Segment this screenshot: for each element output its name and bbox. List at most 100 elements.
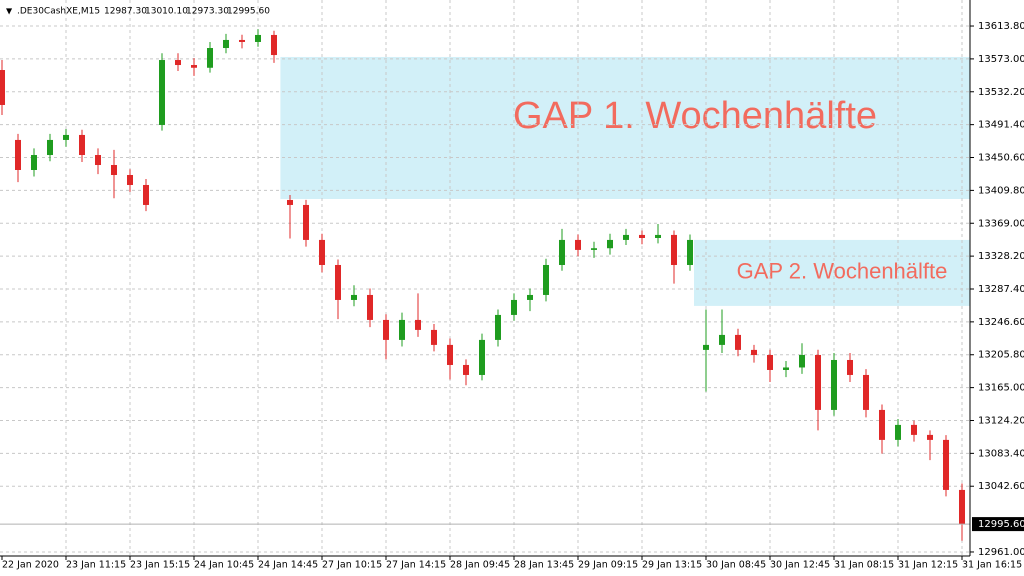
gap-label: GAP 1. Wochenhälfte	[513, 95, 877, 137]
candle-body	[767, 354, 773, 370]
x-tick-label: 22 Jan 2020	[2, 560, 59, 571]
candle-body	[783, 367, 789, 370]
candle-body	[383, 319, 389, 340]
candle-body	[335, 264, 341, 300]
x-tick-label: 31 Jan 16:15	[962, 560, 1022, 571]
last-price-label: 12995.60	[978, 519, 1024, 530]
candle-body	[927, 434, 933, 440]
collapse-icon[interactable]: ▼	[6, 7, 13, 16]
candle-body	[655, 234, 661, 238]
x-tick-label: 30 Jan 12:45	[770, 560, 830, 571]
candle-body	[159, 60, 165, 125]
x-tick-label: 24 Jan 14:45	[258, 560, 318, 571]
candle-body	[127, 174, 133, 185]
candle-body	[751, 349, 757, 355]
candle-body	[511, 299, 517, 315]
candle-body	[495, 314, 501, 340]
candle-body	[287, 199, 293, 205]
candle-body	[639, 234, 645, 238]
y-tick-label: 13409.80	[978, 185, 1024, 196]
header-close: 12995.60	[227, 7, 270, 17]
candle-body	[319, 239, 325, 265]
gap-zone	[280, 56, 970, 200]
y-tick-label: 13205.80	[978, 350, 1024, 361]
y-tick-label: 13369.00	[978, 218, 1024, 229]
y-tick-label: 12961.00	[978, 547, 1024, 558]
candle-body	[607, 239, 613, 249]
y-tick-label: 13246.60	[978, 317, 1024, 328]
x-tick-label: 28 Jan 09:45	[450, 560, 510, 571]
x-tick-label: 31 Jan 12:15	[898, 560, 958, 571]
y-tick-label: 13124.20	[978, 415, 1024, 426]
header-low: 12973.30	[186, 7, 229, 17]
header-high: 13010.10	[145, 7, 188, 17]
candle-body	[895, 424, 901, 440]
candle-body	[175, 60, 181, 66]
x-tick-label: 29 Jan 09:15	[578, 560, 638, 571]
candle-body	[351, 294, 357, 300]
candle-body	[223, 39, 229, 49]
x-tick-label: 27 Jan 10:15	[322, 560, 382, 571]
candle-body	[447, 344, 453, 365]
candle-body	[687, 239, 693, 265]
x-tick-label: 31 Jan 08:15	[834, 560, 894, 571]
candle-body	[271, 34, 277, 56]
y-tick-label: 13491.40	[978, 120, 1024, 131]
x-tick-label: 23 Jan 15:15	[130, 560, 190, 571]
candle-body	[79, 134, 85, 156]
candle-body	[879, 409, 885, 440]
candle-body	[207, 48, 213, 68]
candle-body	[191, 65, 197, 68]
x-tick-label: 27 Jan 14:15	[386, 560, 446, 571]
gap-label: GAP 2. Wochenhälfte	[737, 259, 948, 284]
candle-body	[527, 294, 533, 300]
candle-body	[463, 364, 469, 375]
candle-body	[239, 39, 245, 42]
y-tick-label: 13613.80	[978, 21, 1024, 32]
y-tick-label: 13165.00	[978, 383, 1024, 394]
candle-body	[0, 70, 5, 105]
y-tick-label: 13450.60	[978, 153, 1024, 164]
y-tick-label: 13287.40	[978, 284, 1024, 295]
candle-body	[735, 334, 741, 350]
gap-zone	[694, 239, 970, 306]
candle-body	[15, 139, 21, 170]
candle-body	[575, 239, 581, 250]
y-tick-label: 13573.00	[978, 54, 1024, 65]
y-tick-label: 13328.20	[978, 251, 1024, 262]
candle-body	[479, 339, 485, 375]
candle-body	[863, 374, 869, 410]
candle-body	[959, 489, 965, 525]
candle-body	[303, 204, 309, 240]
candle-body	[911, 424, 917, 435]
candle-body	[831, 359, 837, 410]
candle-body	[111, 165, 117, 175]
candle-body	[559, 239, 565, 265]
x-tick-label: 24 Jan 10:45	[194, 560, 254, 571]
candle-body	[671, 234, 677, 265]
last-price-box	[972, 517, 1024, 532]
candle-body	[623, 234, 629, 240]
y-tick-label: 13083.40	[978, 448, 1024, 459]
candle-body	[543, 264, 549, 295]
candle-body	[399, 319, 405, 340]
candle-body	[63, 134, 69, 140]
x-tick-label: 30 Jan 08:45	[706, 560, 766, 571]
x-tick-label: 23 Jan 11:15	[66, 560, 126, 571]
candle-body	[815, 354, 821, 410]
chart-title: .DE30CashXE,M15	[17, 7, 100, 17]
candle-body	[47, 139, 53, 156]
candle-body	[799, 354, 805, 368]
header-open: 12987.30	[104, 7, 147, 17]
candle-body	[143, 184, 149, 205]
candle-body	[367, 294, 373, 320]
candle-body	[415, 319, 421, 330]
candle-body	[719, 334, 725, 345]
candle-body	[255, 34, 261, 42]
candle-body	[431, 329, 437, 345]
candle-body	[847, 359, 853, 375]
x-tick-label: 28 Jan 13:45	[514, 560, 574, 571]
candle-body	[703, 344, 709, 350]
candle-body	[943, 439, 949, 490]
